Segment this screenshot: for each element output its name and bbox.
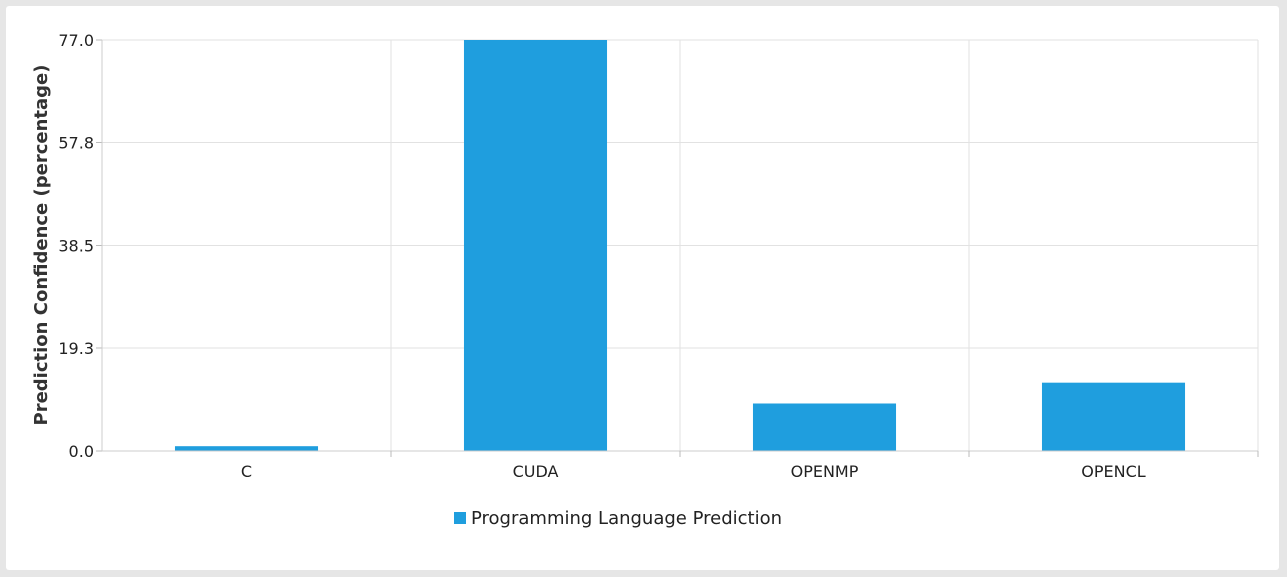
grid-lines (102, 39, 1259, 451)
x-tick-label: OPENCL (1081, 462, 1145, 481)
legend-swatch (454, 512, 466, 524)
y-tick-labels: 0.0 19.3 38.5 57.8 77.0 (58, 31, 94, 461)
legend[interactable]: Programming Language Prediction (454, 508, 782, 529)
bar-chart: 0.0 19.3 38.5 57.8 77.0 C CUDA OPENMP OPENCL Pr… (31, 31, 1259, 529)
y-tick-label: 38.5 (58, 237, 94, 256)
y-tick-label: 19.3 (58, 339, 94, 358)
x-tick-label: C (241, 462, 252, 481)
x-tick-label: OPENMP (791, 462, 859, 481)
bar-opencl[interactable] (1041, 382, 1186, 451)
bar-cuda[interactable] (463, 40, 608, 451)
bars (174, 40, 1186, 451)
y-tick-label: 77.0 (58, 31, 94, 50)
y-tick-label: 0.0 (69, 442, 94, 461)
bar-openmp[interactable] (752, 403, 897, 451)
legend-label: Programming Language Prediction (471, 508, 782, 529)
x-tick-labels: C CUDA OPENMP OPENCL (241, 462, 1146, 481)
y-tick-label: 57.8 (58, 133, 94, 152)
chart-panel: 0.0 19.3 38.5 57.8 77.0 C CUDA OPENMP OPENCL Pr… (6, 6, 1279, 570)
x-tick-label: CUDA (513, 462, 559, 481)
axes (96, 39, 1259, 457)
y-axis-title: Prediction Confidence (percentage) (31, 65, 52, 426)
bar-c[interactable] (174, 446, 319, 451)
